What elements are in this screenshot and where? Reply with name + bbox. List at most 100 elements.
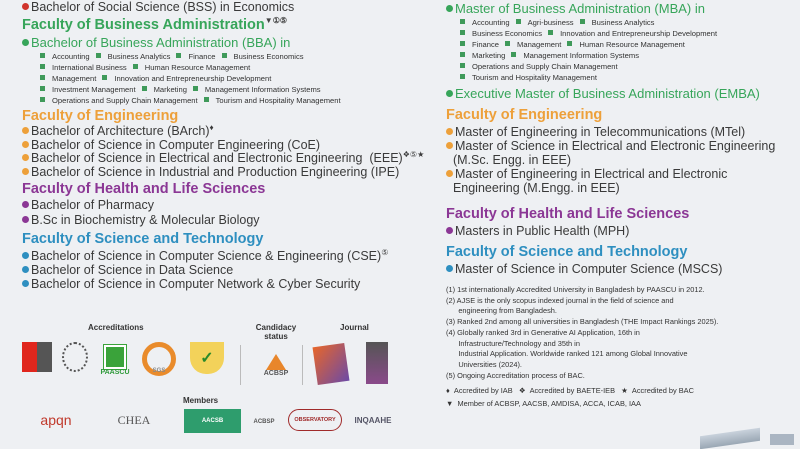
program-item: B.Sc in Biochemistry & Molecular Biology <box>22 213 260 228</box>
major-item: Human Resource Management <box>144 63 251 72</box>
major-item: Tourism and Hospitality Management <box>472 73 597 82</box>
acbsp-member-logo: ACBSP <box>253 419 275 425</box>
major-row: International Business Human Resource Man… <box>40 62 347 73</box>
chea-logo: CHEA <box>117 412 151 427</box>
baete-icon: ❖ <box>518 386 526 395</box>
inqaahe-logo: INQAAHE <box>354 415 392 425</box>
major-item: Innovation and Entrepreneurship Developm… <box>114 74 272 83</box>
faculty-health-heading-masters: Faculty of Health and Life Sciences <box>446 206 690 222</box>
footnote: Universities (2024). <box>446 359 522 369</box>
accreditation-mark: ❖⑤★ <box>402 149 425 159</box>
major-item: Management <box>517 40 562 49</box>
bba-majors-list: Accounting Business Analytics Finance Busin… <box>40 51 347 106</box>
major-item: Management <box>52 74 97 83</box>
accreditations-label: Accreditations <box>88 323 144 332</box>
footnote: (2) AJSE is the only scopus indexed jour… <box>446 295 674 305</box>
major-row: Tourism and Hospitality Management <box>460 72 723 83</box>
major-item: Business Economics <box>472 29 543 38</box>
square-bullet-icon <box>515 19 521 24</box>
major-item: Business Economics <box>233 52 304 61</box>
square-bullet-icon <box>176 53 182 58</box>
triangle-down-icon: ▼ <box>446 399 454 408</box>
faculty-engineering-heading-masters: Faculty of Engineering <box>446 107 603 123</box>
engineering-masters-programs: Master of Engineering in Telecommunicati… <box>446 125 775 195</box>
program-name: Bachelor of Science in Data Science <box>31 263 234 277</box>
major-item: Agri-business <box>527 18 574 27</box>
square-bullet-icon <box>102 75 108 80</box>
program-item: Bachelor of Science in Electrical and El… <box>22 149 425 166</box>
iebangladesh-logo <box>62 342 88 372</box>
program-item: Master of Engineering in Telecommunicati… <box>446 125 775 139</box>
square-bullet-icon <box>460 41 465 46</box>
faculty-science-heading-masters: Faculty of Science and Technology <box>446 244 688 260</box>
journal-cover <box>366 342 388 384</box>
journal-label: Journal <box>340 323 369 332</box>
major-item: Operations and Supply Chain Management <box>52 96 198 105</box>
square-bullet-icon <box>579 19 585 24</box>
bullet-icon <box>22 39 29 46</box>
bullet-icon <box>22 140 29 148</box>
program-item: Bachelor of Science in Computer Engineer… <box>22 138 424 153</box>
square-bullet-icon <box>460 63 465 68</box>
divider <box>240 345 241 385</box>
footnote: Industrial Application. Worldwide ranked… <box>446 349 688 359</box>
program-name: Bachelor of Science in Computer Science … <box>31 249 382 263</box>
mba-majors-list: Accounting Agri-business Business Analytic… <box>460 17 723 83</box>
square-bullet-icon <box>567 41 573 46</box>
program-name: Bachelor of Science in Computer Network … <box>31 277 361 291</box>
square-bullet-icon <box>460 19 465 24</box>
diamond-icon: ♦ <box>446 386 450 395</box>
major-row: Operations and Supply Chain Management To… <box>40 95 347 106</box>
major-row: Accounting Business Analytics Finance Busin… <box>40 51 347 62</box>
bullet-icon <box>446 170 453 177</box>
program-name: Master of Science in Computer Science (M… <box>455 262 723 276</box>
footnotes: (1) 1st internationally Accredited Unive… <box>446 285 718 381</box>
footnote: (5) Ongoing Accreditation process of BAC… <box>446 370 585 380</box>
accreditation-mark: ⑤ <box>381 247 389 257</box>
footnote: (4) Globally ranked 3rd in Generative AI… <box>446 327 640 337</box>
footnote: (3) Ranked 2nd among all universities in… <box>446 317 719 327</box>
footnote: (1) 1st internationally Accredited Unive… <box>446 285 705 294</box>
program-item: Master of Engineering in Electrical and … <box>446 167 775 195</box>
square-bullet-icon <box>40 86 45 91</box>
square-bullet-icon <box>221 53 227 58</box>
bullet-icon <box>22 3 29 10</box>
program-item: Bachelor of Architecture (BArch)♦ <box>22 123 424 139</box>
sgs-logo: SGS <box>142 342 176 376</box>
major-item: Management Information Systems <box>204 85 321 94</box>
bullet-icon <box>446 128 453 135</box>
major-row: Finance Management Human Resource Manageme… <box>460 39 723 50</box>
program-item: Bachelor of Science in Computer Network … <box>22 277 388 291</box>
program-name: Master of Engineering in Electrical and … <box>452 167 728 195</box>
square-bullet-icon <box>460 30 465 35</box>
square-bullet-icon <box>132 64 138 69</box>
program-mba: Master of Business Administration (MBA) … <box>446 2 705 16</box>
square-bullet-icon <box>40 64 45 69</box>
program-item: Bachelor of Pharmacy <box>22 198 260 213</box>
bullet-icon <box>446 142 453 149</box>
major-item: Operations and Supply Chain Management <box>472 62 618 71</box>
bullet-icon <box>22 201 29 208</box>
square-bullet-icon <box>460 74 465 79</box>
observatory-logo: OBSERVATORY <box>288 409 342 431</box>
program-item: Masters in Public Health (MPH) <box>446 224 629 238</box>
candidacy-label: Candidacy status <box>255 323 297 341</box>
program-name: Masters in Public Health (MPH) <box>455 224 630 238</box>
program-name: Bachelor of Pharmacy <box>31 198 154 212</box>
bullet-icon <box>22 266 29 273</box>
iab-logo <box>22 342 52 372</box>
ajse-journal-cover <box>312 342 350 386</box>
square-bullet-icon <box>40 53 45 58</box>
square-bullet-icon <box>511 52 517 57</box>
major-item: Human Resource Management <box>579 40 685 49</box>
bullet-icon <box>446 90 453 97</box>
member-legend: ▼ Member of ACBSP, AACSB, AMDISA, ACCA, … <box>446 399 641 408</box>
program-item: Bachelor of Science in Industrial and Pr… <box>22 165 424 180</box>
major-item: Finance <box>188 52 216 61</box>
star-icon: ★ <box>621 386 628 395</box>
science-programs: Bachelor of Science in Computer Science … <box>22 247 389 291</box>
program-item: Master of Science in Computer Science (M… <box>446 262 722 276</box>
square-bullet-icon <box>95 53 101 58</box>
bullet-icon <box>446 5 453 12</box>
footnote: Infrastructure/Technology and 35th in <box>446 338 580 348</box>
